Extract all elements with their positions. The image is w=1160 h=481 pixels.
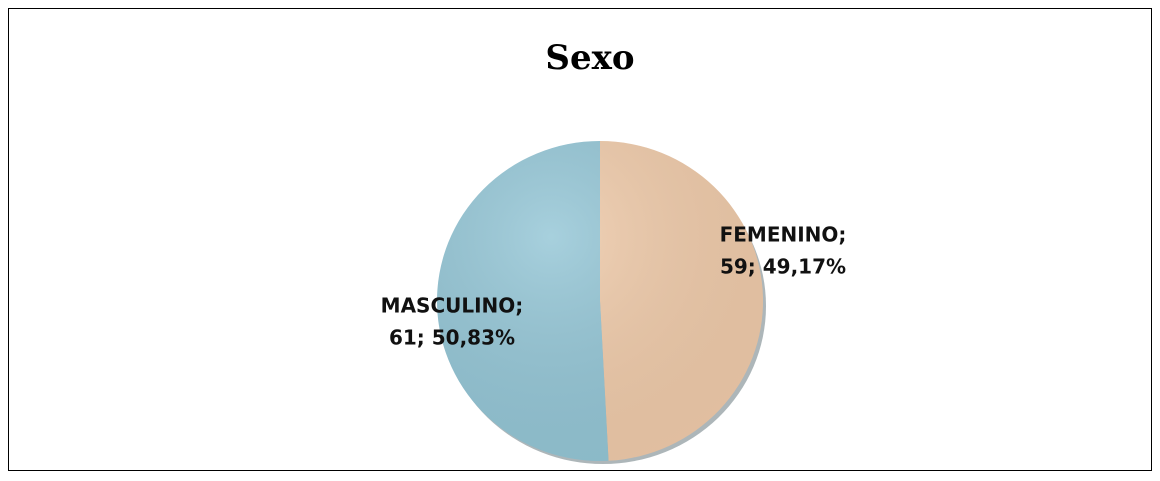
chart-title: Sexo — [545, 38, 634, 78]
data-label-name: MASCULINO; — [381, 294, 524, 318]
data-label-name: FEMENINO; — [720, 223, 847, 247]
data-label: 61; 50,83% — [389, 326, 515, 350]
data-label: 59; 49,17% — [720, 255, 846, 279]
